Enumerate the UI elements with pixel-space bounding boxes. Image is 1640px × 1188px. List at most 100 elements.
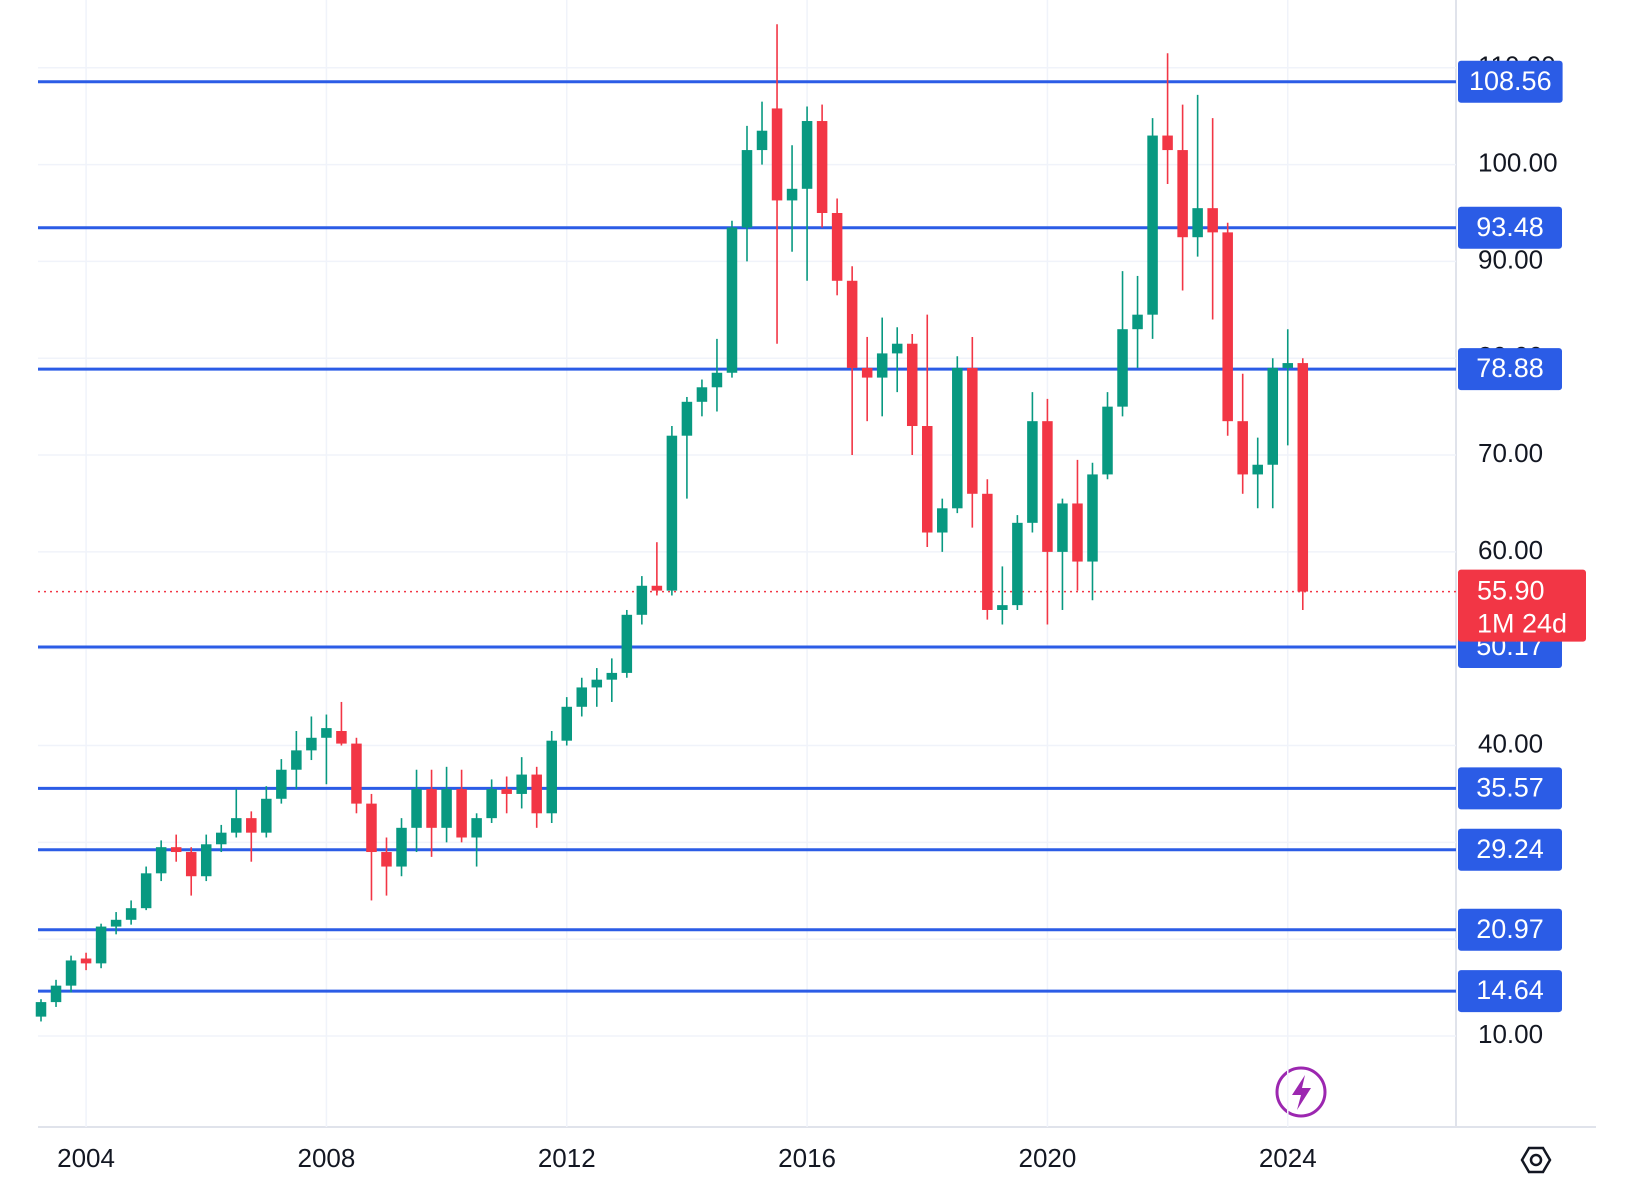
level-label: 108.56 — [1469, 66, 1552, 96]
candle-body — [1102, 406, 1113, 475]
candle-body — [426, 789, 437, 828]
y-tick-label: 60.00 — [1478, 535, 1543, 565]
candle — [531, 766, 542, 828]
candle-body — [396, 827, 407, 867]
candle — [771, 24, 783, 344]
x-tick-label: 2012 — [538, 1143, 596, 1173]
level-label: 29.24 — [1476, 834, 1544, 864]
candle — [726, 220, 738, 378]
candle — [321, 714, 332, 785]
candle-body — [1117, 329, 1128, 407]
candle-body — [471, 818, 482, 838]
candle — [35, 999, 47, 1022]
candle-body — [306, 737, 317, 751]
candle — [486, 779, 497, 823]
candle — [1087, 462, 1098, 601]
candle — [441, 766, 452, 843]
candle — [1267, 358, 1278, 509]
candle — [216, 824, 227, 853]
lightning-icon[interactable] — [1275, 1066, 1327, 1118]
candle — [1132, 275, 1143, 368]
level-box — [1458, 206, 1562, 249]
candle-body — [80, 958, 92, 964]
candle — [1297, 358, 1309, 610]
candle-body — [411, 789, 422, 828]
candle-body — [711, 372, 723, 388]
candle — [997, 566, 1008, 625]
candle — [921, 314, 933, 548]
candle — [65, 955, 77, 993]
x-tick-label: 2024 — [1259, 1143, 1317, 1173]
y-tick-label: 100.00 — [1478, 147, 1558, 177]
candle-body — [456, 789, 467, 838]
candle — [636, 576, 648, 625]
candle-body — [35, 1002, 47, 1017]
candle — [846, 266, 858, 456]
candle-body — [366, 803, 377, 853]
candle-body — [1057, 503, 1068, 552]
candle-body — [576, 687, 588, 707]
candle-body — [381, 852, 392, 867]
candle-body — [170, 847, 182, 853]
x-tick-label: 2020 — [1019, 1143, 1077, 1173]
candle-body — [1282, 363, 1294, 368]
candle — [756, 101, 768, 165]
candle-body — [1192, 208, 1203, 238]
candle — [1162, 53, 1173, 184]
y-tick-label: 90.00 — [1478, 244, 1543, 274]
candle — [306, 716, 317, 761]
candle — [110, 912, 122, 935]
candle — [1102, 392, 1113, 480]
candle-body — [801, 121, 813, 189]
candle-body — [125, 908, 137, 920]
candle — [516, 757, 527, 809]
candle-body — [861, 367, 873, 378]
y-tick-label: 70.00 — [1478, 438, 1543, 468]
candle — [982, 479, 993, 620]
y-tick-label: 40.00 — [1478, 728, 1543, 758]
candle-body — [1042, 421, 1053, 552]
candle — [606, 658, 618, 702]
candle — [291, 731, 302, 790]
candle-body — [185, 852, 197, 877]
candle — [381, 837, 392, 896]
candle-body — [441, 789, 452, 828]
candle-body — [876, 353, 888, 378]
candle-body — [231, 818, 242, 833]
candle — [50, 979, 62, 1007]
level-label: 78.88 — [1476, 353, 1544, 383]
candle — [786, 145, 798, 252]
candle — [1252, 437, 1263, 509]
settings-icon[interactable] — [1520, 1146, 1552, 1174]
candle — [246, 811, 257, 862]
candle-body — [1087, 474, 1098, 562]
candle-body — [591, 679, 603, 688]
candle — [185, 847, 197, 896]
candle — [1207, 118, 1218, 320]
candle — [621, 609, 633, 678]
candle-body — [937, 508, 948, 533]
candle-body — [336, 731, 347, 744]
candle-body — [1222, 232, 1233, 422]
candle-body — [756, 130, 768, 151]
candle-body — [1237, 421, 1248, 475]
level-box — [1458, 970, 1562, 1013]
candle-body — [1147, 135, 1158, 315]
candle-body — [741, 150, 753, 228]
candle-body — [771, 108, 783, 201]
y-tick-label: 10.00 — [1478, 1019, 1543, 1049]
candle — [1057, 498, 1068, 610]
candle — [366, 793, 377, 901]
candle-body — [531, 774, 542, 814]
level-label: 14.64 — [1476, 975, 1544, 1005]
candle — [1117, 271, 1128, 417]
candle — [711, 338, 723, 412]
candle — [336, 701, 347, 746]
candle-body — [621, 614, 633, 673]
level-box — [1458, 767, 1562, 810]
candle-body — [816, 121, 828, 214]
candle — [140, 866, 152, 911]
candle — [261, 786, 272, 838]
candle-body — [786, 188, 798, 201]
